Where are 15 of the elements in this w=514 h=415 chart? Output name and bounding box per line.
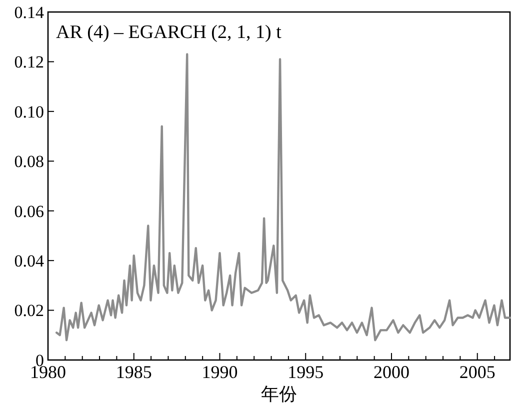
y-tick-label: 0.04 bbox=[14, 252, 44, 271]
line-series bbox=[55, 53, 511, 342]
y-tick-label: 0.10 bbox=[14, 102, 44, 122]
x-tick-label: 1990 bbox=[202, 362, 238, 382]
y-tick-label: 0.08 bbox=[14, 152, 44, 172]
y-tick-label: 0.06 bbox=[14, 202, 44, 221]
x-tick-label: 1985 bbox=[116, 362, 152, 382]
y-tick-label: 0.12 bbox=[14, 52, 44, 72]
annotation: AR (4) – EGARCH (2, 1, 1) t bbox=[56, 22, 282, 43]
x-tick-label: 1995 bbox=[288, 362, 324, 382]
x-axis-title: 年份 bbox=[261, 384, 297, 405]
y-tick-label: 0.02 bbox=[14, 301, 44, 320]
x-tick-label: 2000 bbox=[373, 362, 410, 382]
y-tick-label: 0.14 bbox=[14, 2, 44, 22]
x-tick-label: 2005 bbox=[459, 362, 496, 382]
